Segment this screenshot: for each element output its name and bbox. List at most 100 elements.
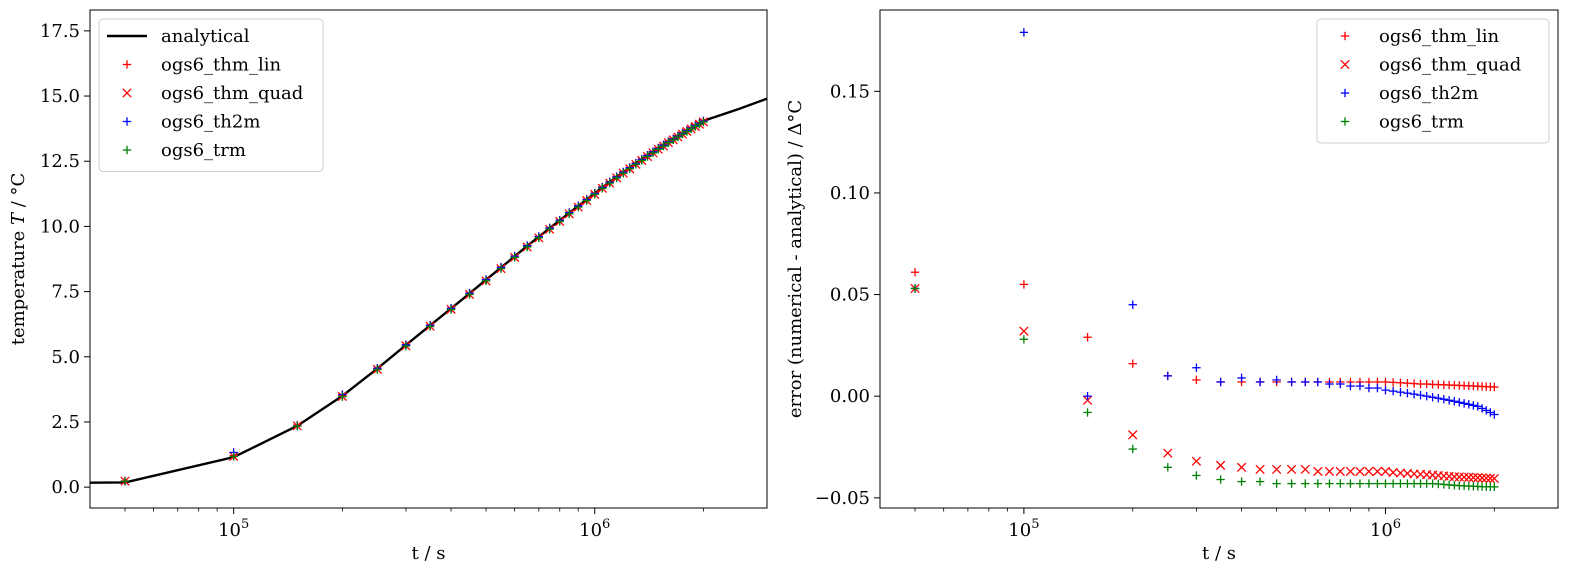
data-point-ogs6_trm bbox=[425, 322, 435, 331]
data-point-ogs6_trm bbox=[1313, 479, 1323, 488]
x-tick-label: 106 bbox=[1370, 517, 1401, 541]
y-tick-label: 0.00 bbox=[830, 386, 870, 407]
legend-label-ogs6_thm_quad: ogs6_thm_quad bbox=[1379, 55, 1521, 76]
data-point-ogs6_thm_lin bbox=[1083, 333, 1092, 342]
data-point-ogs6_th2m bbox=[1455, 398, 1464, 407]
data-point-ogs6_th2m bbox=[1469, 401, 1478, 410]
data-point-ogs6_trm bbox=[1163, 463, 1172, 472]
data-point-ogs6_trm bbox=[373, 365, 382, 374]
data-point-ogs6_th2m bbox=[1444, 396, 1454, 405]
y-tick-label: 15.0 bbox=[40, 86, 80, 107]
legend-handle-ogs6_thm_quad bbox=[122, 88, 132, 98]
legend-handle-ogs6_thm_lin bbox=[1340, 31, 1350, 41]
data-point-ogs6_th2m bbox=[1388, 386, 1398, 396]
y-tick-label: 17.5 bbox=[40, 21, 80, 42]
data-point-ogs6_thm_quad bbox=[1345, 466, 1356, 477]
data-point-ogs6_trm bbox=[293, 421, 302, 431]
x-axis-label: t / s bbox=[412, 543, 446, 564]
data-point-ogs6_th2m bbox=[1477, 404, 1487, 413]
x-axis-label: t / s bbox=[1202, 543, 1236, 564]
data-point-ogs6_th2m bbox=[1490, 410, 1499, 419]
data-point-ogs6_th2m bbox=[1192, 363, 1201, 372]
data-point-ogs6_th2m bbox=[1486, 408, 1495, 417]
legend-label-ogs6_thm_lin: ogs6_thm_lin bbox=[161, 55, 281, 76]
data-point-ogs6_trm bbox=[1128, 444, 1137, 454]
data-point-ogs6_trm bbox=[496, 264, 506, 273]
data-point-ogs6_thm_quad bbox=[1489, 473, 1499, 484]
data-point-ogs6_trm bbox=[910, 284, 920, 293]
axes-frame bbox=[89, 9, 768, 509]
data-point-ogs6_th2m bbox=[1473, 402, 1482, 411]
data-point-ogs6_trm bbox=[659, 141, 668, 151]
data-point-ogs6_trm bbox=[1255, 477, 1265, 486]
data-point-ogs6_trm bbox=[678, 129, 687, 139]
data-point-ogs6_thm_lin bbox=[1128, 359, 1137, 368]
data-point-ogs6_thm_quad bbox=[1236, 462, 1247, 473]
data-point-ogs6_trm bbox=[545, 225, 554, 234]
legend-handle-ogs6_trm bbox=[122, 145, 132, 155]
data-point-ogs6_th2m bbox=[1083, 392, 1092, 401]
data-point-ogs6_th2m bbox=[1128, 300, 1137, 309]
data-point-ogs6_thm_quad bbox=[1286, 464, 1297, 475]
data-point-ogs6_trm bbox=[555, 217, 564, 226]
data-point-ogs6_th2m bbox=[1287, 377, 1296, 387]
data-point-ogs6_th2m bbox=[1255, 377, 1265, 387]
data-point-ogs6_thm_quad bbox=[1355, 466, 1365, 477]
legend-box bbox=[1316, 18, 1550, 144]
data-point-ogs6_thm_quad bbox=[1372, 466, 1383, 477]
data-point-ogs6_th2m bbox=[1450, 397, 1459, 406]
data-point-ogs6_trm bbox=[1272, 479, 1281, 488]
data-point-ogs6_thm_quad bbox=[1468, 472, 1479, 483]
plot-area bbox=[910, 28, 1499, 492]
temperature-chart: 105 106 0.0 2.5 5.0 7.5 10.0 12.5 15.0 17.5 t / s t… bbox=[8, 9, 768, 564]
y-tick-label: 0.0 bbox=[51, 477, 80, 498]
data-point-ogs6_th2m bbox=[1216, 377, 1225, 387]
data-point-ogs6_trm bbox=[1336, 479, 1345, 488]
y-axis-label: temperature T / °C bbox=[8, 173, 29, 346]
data-point-ogs6_trm bbox=[1287, 479, 1296, 488]
y-tick-label: 7.5 bbox=[51, 282, 80, 303]
legend-label-ogs6_th2m: ogs6_th2m bbox=[1379, 83, 1478, 104]
data-point-ogs6_trm bbox=[401, 341, 411, 351]
error-chart: 105 106 −0.05 0.00 0.05 0.10 0.15 t / s error (n… bbox=[785, 9, 1559, 564]
legend-label-analytical: analytical bbox=[161, 26, 250, 47]
x-tick-label: 105 bbox=[1008, 517, 1039, 541]
data-point-ogs6_thm_quad bbox=[1300, 464, 1310, 475]
data-point-ogs6_trm bbox=[612, 173, 621, 183]
data-point-ogs6_th2m bbox=[1373, 383, 1382, 393]
data-point-ogs6_th2m bbox=[1355, 381, 1365, 391]
data-point-ogs6_th2m bbox=[1336, 379, 1345, 389]
data-point-ogs6_trm bbox=[1237, 477, 1246, 486]
data-point-ogs6_thm_quad bbox=[1324, 466, 1335, 477]
data-point-ogs6_trm bbox=[654, 145, 663, 154]
data-point-ogs6_trm bbox=[664, 138, 673, 147]
data-point-ogs6_trm bbox=[582, 196, 591, 205]
y-tick-label: −0.05 bbox=[815, 488, 870, 509]
data-point-ogs6_trm bbox=[699, 117, 708, 127]
data-point-ogs6_trm bbox=[522, 242, 532, 252]
data-point-ogs6_trm bbox=[637, 156, 646, 165]
data-point-ogs6_trm bbox=[598, 184, 607, 193]
data-point-ogs6_th2m bbox=[1325, 379, 1334, 389]
legend-label-ogs6_trm: ogs6_trm bbox=[1379, 112, 1464, 133]
legend-label-ogs6_trm: ogs6_trm bbox=[161, 140, 246, 161]
data-point-ogs6_trm bbox=[229, 452, 238, 461]
data-point-ogs6_trm bbox=[669, 135, 678, 145]
legend-handle-ogs6_thm_quad bbox=[1340, 59, 1350, 70]
data-point-ogs6_thm_quad bbox=[1477, 473, 1487, 483]
axes-frame bbox=[879, 9, 1559, 509]
data-point-ogs6_th2m bbox=[1403, 388, 1412, 398]
data-point-ogs6_thm_quad bbox=[1163, 448, 1173, 458]
data-point-ogs6_trm bbox=[673, 132, 683, 142]
data-point-ogs6_trm bbox=[605, 178, 614, 188]
data-point-ogs6_trm bbox=[338, 392, 347, 401]
legend-label-ogs6_thm_lin: ogs6_thm_lin bbox=[1379, 26, 1499, 47]
data-point-ogs6_thm_lin bbox=[1192, 375, 1201, 385]
data-point-ogs6_th2m bbox=[1237, 373, 1246, 383]
data-point-ogs6_trm bbox=[534, 233, 544, 243]
data-point-ogs6_th2m bbox=[1416, 390, 1425, 400]
data-point-ogs6_thm_quad bbox=[1485, 473, 1496, 483]
data-point-ogs6_th2m bbox=[1439, 395, 1449, 404]
data-point-ogs6_trm bbox=[590, 190, 599, 199]
data-point-ogs6_thm_quad bbox=[1473, 473, 1483, 483]
